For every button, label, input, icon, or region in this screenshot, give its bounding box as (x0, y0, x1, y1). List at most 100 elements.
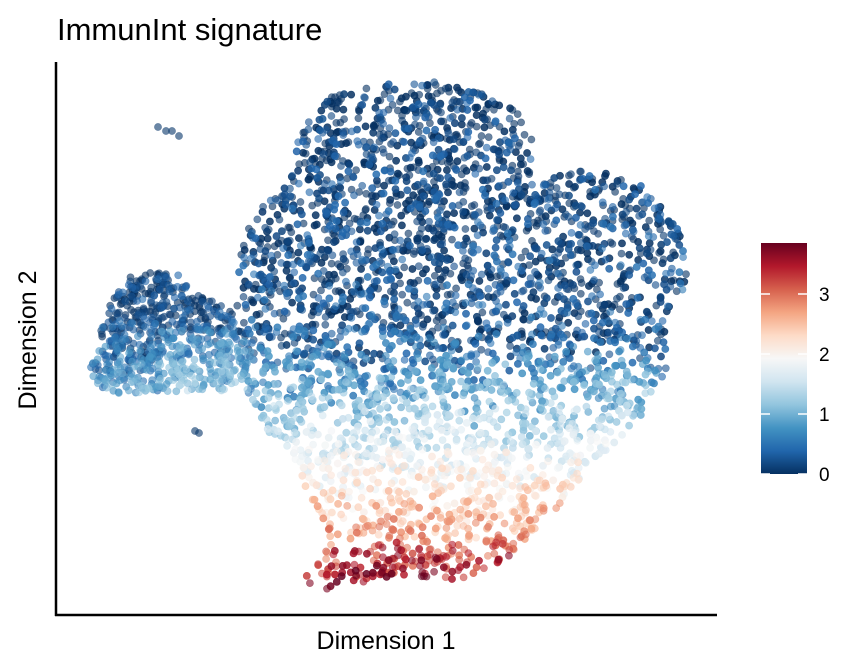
scatter-point (541, 384, 549, 393)
scatter-point (417, 385, 426, 394)
scatter-point (491, 404, 500, 413)
scatter-point (331, 302, 340, 310)
scatter-point (556, 383, 565, 392)
scatter-point (274, 427, 282, 436)
scatter-point (574, 312, 583, 321)
scatter-point (334, 260, 342, 269)
scatter-point (648, 271, 656, 279)
scatter-point (270, 309, 279, 318)
scatter-point (372, 200, 381, 209)
scatter-point (206, 365, 215, 373)
scatter-point (535, 310, 544, 319)
scatter-point (279, 244, 288, 253)
scatter-point (605, 350, 614, 359)
scatter-point (419, 167, 427, 176)
scatter-point (452, 284, 460, 293)
scatter-point (448, 98, 457, 107)
scatter-point (342, 139, 350, 147)
scatter-point (344, 167, 353, 176)
scatter-point (410, 80, 419, 89)
scatter-point (289, 279, 298, 287)
scatter-point (309, 335, 318, 344)
scatter-point (253, 215, 262, 224)
scatter-point (355, 339, 364, 348)
scatter-point (493, 216, 501, 224)
scatter-point (544, 268, 553, 276)
scatter-point (331, 152, 339, 160)
scatter-point (494, 302, 503, 311)
scatter-point (560, 377, 569, 385)
scatter-point (340, 115, 348, 123)
scatter-point (146, 343, 155, 352)
scatter-point (327, 112, 336, 120)
scatter-point (332, 119, 341, 127)
scatter-point (421, 393, 430, 402)
scatter-point (304, 125, 313, 134)
scatter-point (633, 293, 642, 302)
scatter-point (128, 283, 137, 292)
scatter-point (400, 355, 409, 364)
scatter-point (433, 410, 442, 419)
scatter-point (404, 371, 413, 379)
scatter-point (386, 274, 395, 283)
scatter-point (566, 354, 574, 363)
scatter-point (299, 148, 307, 157)
scatter-point (370, 444, 378, 453)
scatter-point (391, 129, 400, 138)
scatter-point (527, 313, 536, 322)
scatter-point (666, 254, 675, 263)
scatter-point (327, 180, 336, 188)
scatter-point (280, 281, 289, 290)
scatter-point (290, 414, 299, 422)
scatter-point (240, 253, 248, 262)
scatter-point (615, 396, 624, 405)
scatter-point (604, 317, 613, 325)
scatter-point (631, 190, 639, 198)
scatter-point (544, 195, 553, 203)
scatter-point (312, 220, 321, 229)
scatter-point (275, 215, 284, 224)
scatter-point (547, 330, 556, 339)
scatter-point (350, 191, 358, 200)
scatter-point (586, 192, 594, 201)
scatter-point (520, 130, 529, 139)
scatter-point (315, 304, 324, 313)
scatter-point (101, 342, 110, 351)
scatter-point (350, 324, 359, 333)
scatter-point (555, 404, 564, 413)
scatter-point (396, 379, 405, 388)
scatter-point (422, 292, 431, 301)
scatter-point (373, 96, 382, 105)
scatter-point (535, 278, 544, 287)
scatter-point (337, 162, 345, 170)
scatter-point (114, 389, 123, 397)
scatter-point (491, 117, 500, 126)
scatter-point (658, 259, 667, 268)
scatter-point (404, 124, 413, 133)
scatter-point (272, 380, 281, 389)
scatter-point (459, 366, 468, 375)
scatter-point (350, 287, 358, 296)
scatter-point (429, 226, 438, 235)
scatter-point (303, 231, 312, 239)
scatter-point (567, 239, 575, 248)
scatter-point (396, 236, 405, 245)
chart-title: ImmunInt signature (57, 12, 323, 47)
scatter-point (296, 259, 305, 267)
scatter-point (411, 120, 419, 129)
scatter-point (461, 383, 470, 391)
scatter-point (397, 221, 406, 230)
scatter-point (164, 338, 173, 347)
scatter-point (338, 228, 347, 237)
scatter-point (406, 204, 415, 213)
scatter-point (137, 360, 146, 368)
scatter-point (393, 201, 402, 209)
scatter-point (402, 349, 411, 358)
scatter-point (606, 387, 615, 396)
scatter-point (572, 213, 580, 222)
scatter-point (245, 329, 254, 338)
scatter-point (491, 243, 500, 252)
scatter-point (292, 406, 301, 415)
scatter-point (597, 415, 606, 424)
scatter-point (476, 428, 485, 437)
